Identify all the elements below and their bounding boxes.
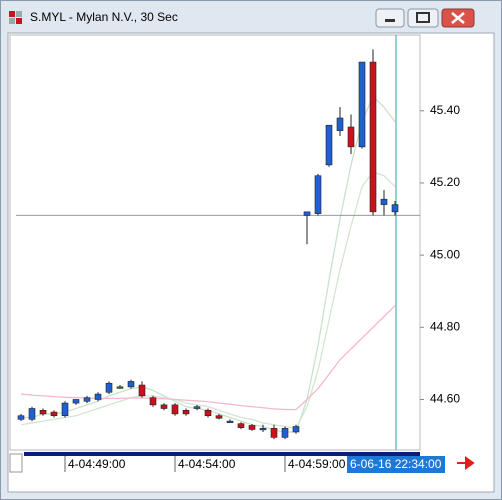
candle-body [39,410,47,415]
candle-body [182,410,190,415]
y-tick-label: 45.40 [430,103,460,117]
candle-body [17,415,25,420]
candle-body [193,406,201,409]
minimize-button[interactable] [375,8,405,28]
candle-body [138,384,146,397]
y-tick-label: 44.80 [430,319,460,333]
moving-average-line [20,305,396,411]
candle-body [50,411,58,417]
candle-body [127,381,135,388]
y-tick-label: 45.00 [430,247,460,261]
candle-body [160,404,168,409]
candle-body [369,61,377,213]
y-tick-label: 44.60 [430,392,460,406]
candle-body [259,428,267,431]
candle-body [336,117,344,131]
candle-body [237,423,245,428]
scroll-right-arrow[interactable] [457,456,475,470]
window-title: S.MYL - Mylan N.V., 30 Sec [30,10,178,24]
candle-body [171,404,179,415]
candle-body [248,425,256,430]
candle-body [325,124,333,166]
candle-body [303,211,311,216]
app-icon [9,11,22,24]
candle-body [270,428,278,438]
candle-body [72,399,80,404]
candle-body [204,410,212,417]
candle-body [105,382,113,393]
candle-body [391,204,399,213]
candle-body [347,126,355,148]
x-tick-label: 4-04:49:00 [68,457,126,471]
scroll-box[interactable] [9,453,23,473]
candle-body [281,428,289,438]
candle-body [83,397,91,402]
x-tick-label: 4-04:54:00 [178,457,236,471]
y-tick-label: 45.20 [430,175,460,189]
moving-average-line [20,171,396,430]
candle-body [358,61,366,148]
candle-body [94,393,102,400]
candle-body [116,386,124,389]
candle-body [215,415,223,419]
maximize-button[interactable] [407,8,439,28]
candle-body [149,397,157,406]
candle-body [380,198,388,205]
cursor-time-label: 6-06-16 22:34:00 [350,457,442,471]
close-button[interactable] [441,8,475,28]
plot-area [9,34,421,451]
cursor-label-box [347,456,445,473]
candle-body [28,408,36,420]
candle-body [61,402,69,417]
candle-body [226,420,234,423]
x-tick-label: 4-04:59:00 [288,457,346,471]
candle-body [314,175,322,214]
candle-body [292,426,300,433]
time-bar [24,452,420,456]
